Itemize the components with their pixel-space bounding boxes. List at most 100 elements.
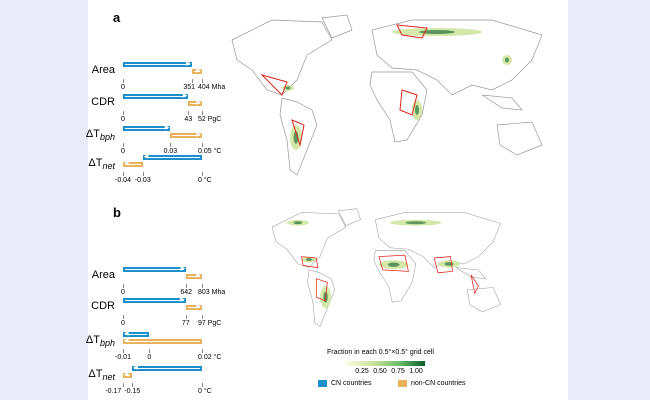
tick-label: 77	[181, 320, 190, 327]
land-shape	[371, 19, 543, 96]
cn-country-border	[399, 89, 418, 116]
land-shape	[481, 94, 523, 111]
arrow-icon: ▶	[180, 297, 185, 303]
cn-bar: ◀	[123, 331, 150, 337]
non-cn-label: non-CN countries	[411, 380, 466, 387]
row-label: Area	[91, 64, 115, 76]
arrow-icon: ▶	[182, 93, 188, 99]
tick-mark	[186, 284, 188, 288]
colorbar-tick: 0.25	[355, 368, 369, 375]
arrow-icon: ◀	[143, 154, 149, 160]
cdr-fraction-area	[306, 258, 312, 261]
tick-mark	[123, 284, 124, 288]
cn-country-border	[260, 74, 288, 96]
tick-mark	[191, 79, 193, 83]
non-cn-bar: ◀	[123, 338, 202, 344]
tick-mark	[123, 79, 124, 83]
non-cn-bar: ▶	[185, 304, 202, 310]
cn-country-border	[301, 256, 319, 269]
cdr-fraction-area	[505, 57, 509, 63]
tick-mark	[202, 315, 203, 319]
tick-mark	[123, 315, 124, 319]
arrow-icon: ▶	[196, 273, 201, 279]
colorbar-tick: 1.00	[409, 368, 423, 375]
arrow-icon: ◀	[133, 365, 138, 371]
tick-mark	[188, 111, 190, 115]
tick-mark	[202, 143, 203, 147]
row-label: ΔTnet	[88, 368, 115, 382]
tick-label: -0.04	[115, 177, 131, 184]
cn-country-border	[470, 274, 479, 295]
tick-mark	[123, 349, 124, 353]
tick-label: 0.05 °C	[198, 148, 222, 155]
tick-label: 0.02 °C	[198, 354, 222, 361]
tick-label: -0.17	[105, 388, 122, 395]
legend-cn: CN countries	[318, 380, 371, 387]
panel-label: b	[113, 205, 121, 220]
legend-title: Fraction in each 0.5°×0.5° grid cell	[327, 349, 434, 356]
arrow-icon: ▶	[196, 304, 201, 310]
cn-country-border	[433, 256, 454, 274]
tick-label: -0.01	[115, 354, 131, 361]
tick-label: 43	[184, 116, 193, 123]
cn-swatch	[318, 380, 327, 387]
arrow-icon: ◀	[124, 372, 129, 378]
cdr-fraction-area	[293, 131, 299, 144]
cn-bar: ◀	[132, 365, 202, 371]
arrow-icon: ▶	[164, 125, 170, 131]
cdr-fraction-area	[419, 30, 455, 34]
tick-label: -0.15	[124, 388, 141, 395]
tick-label: 642	[180, 289, 192, 296]
arrow-icon: ▶	[196, 68, 201, 74]
cn-bar: ◀	[142, 154, 202, 160]
tick-label: 52 PgC	[198, 116, 222, 123]
tick-label: 0	[121, 289, 125, 296]
colorbar-tick: 0.50	[373, 368, 387, 375]
row-label: ΔTbph	[85, 334, 115, 348]
tick-label: 0	[147, 354, 152, 361]
cdr-fraction-area	[405, 221, 427, 225]
panel-label: a	[113, 10, 121, 25]
row-label: CDR	[91, 300, 115, 312]
tick-mark	[185, 315, 187, 319]
tick-mark	[123, 143, 124, 147]
tick-label: 404 Mha	[198, 84, 226, 91]
tick-label: 0	[121, 116, 125, 123]
map-panel-a	[231, 14, 543, 176]
cdr-fraction-area	[285, 86, 291, 90]
cn-country-border	[315, 278, 328, 302]
non-cn-bar: ▶	[170, 132, 202, 138]
tick-mark	[202, 349, 203, 353]
arrow-icon: ▶	[180, 266, 186, 272]
row-label: ΔTnet	[88, 157, 115, 171]
non-cn-bar: ◀	[123, 372, 133, 378]
cn-bar: ▶	[123, 266, 187, 272]
cdr-fraction-area	[415, 105, 419, 115]
arrow-icon: ▶	[186, 61, 191, 67]
cn-bar: ▶	[123, 125, 171, 131]
land-shape	[338, 208, 361, 226]
cn-country-border	[291, 119, 305, 147]
row-label: ΔTbph	[85, 128, 115, 142]
tick-mark	[132, 383, 134, 387]
tick-label: 0	[121, 320, 125, 327]
non-cn-bar: ▶	[191, 68, 202, 74]
tick-label: 803 Mha	[198, 289, 226, 296]
cn-label: CN countries	[331, 380, 372, 387]
tick-label: 0	[121, 148, 125, 155]
cn-country-border	[396, 24, 428, 39]
tick-mark	[170, 143, 172, 147]
land-shape	[271, 212, 347, 268]
tick-label: 0.03	[163, 148, 178, 155]
non-cn-swatch	[398, 380, 407, 387]
arrow-icon: ▶	[196, 132, 201, 138]
arrow-icon: ◀	[124, 331, 129, 337]
arrow-icon: ▶	[196, 100, 201, 106]
row-label: Area	[91, 269, 115, 281]
tick-label: 351	[183, 84, 195, 91]
non-cn-bar: ▶	[186, 273, 202, 279]
tick-mark	[123, 383, 124, 387]
land-shape	[321, 14, 353, 39]
cdr-fraction-area	[293, 221, 303, 225]
land-shape	[369, 71, 428, 143]
